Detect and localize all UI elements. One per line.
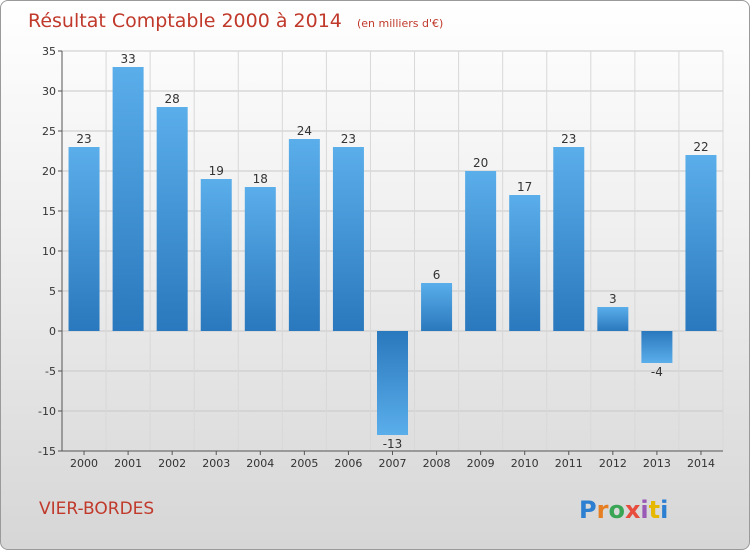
- chart-title: Résultat Comptable 2000 à 2014 (en milli…: [28, 10, 443, 32]
- y-tick-label: -15: [38, 445, 56, 458]
- y-tick-label: 0: [49, 325, 56, 338]
- y-tick-label: 20: [42, 165, 56, 178]
- brand-letter: r: [597, 496, 609, 524]
- x-tick-label: 2002: [158, 457, 186, 470]
- x-tick-label: 2010: [511, 457, 539, 470]
- bar-2002: [156, 107, 188, 331]
- place-name: VIER-BORDES: [39, 499, 154, 519]
- data-label-2003: 19: [209, 164, 224, 178]
- data-label-2002: 28: [165, 92, 180, 106]
- data-label-2006: 23: [341, 132, 356, 146]
- y-tick-label: 10: [42, 245, 56, 258]
- y-tick-label: 25: [42, 125, 56, 138]
- data-label-2007: -13: [383, 437, 403, 451]
- brand-logo-text: Proxiti: [579, 496, 668, 524]
- bar-2003: [200, 179, 232, 331]
- brand-letter: i: [660, 496, 668, 524]
- brand-letter: P: [579, 496, 597, 524]
- bar-2011: [553, 147, 585, 331]
- bar-layer: [68, 67, 717, 435]
- data-label-2014: 22: [693, 140, 708, 154]
- x-tick-label: 2006: [334, 457, 362, 470]
- data-label-2011: 23: [561, 132, 576, 146]
- data-label-2008: 6: [433, 268, 441, 282]
- y-tick-label: 15: [42, 205, 56, 218]
- bar-2004: [244, 187, 276, 331]
- data-label-2005: 24: [297, 124, 312, 138]
- bar-2007: [377, 331, 408, 435]
- data-label-2001: 33: [120, 52, 135, 66]
- x-tick-label: 2013: [643, 457, 671, 470]
- brand-letter: o: [608, 496, 625, 524]
- y-tick-label: 5: [49, 285, 56, 298]
- x-tick-label: 2011: [555, 457, 583, 470]
- x-tick-label: 2009: [467, 457, 495, 470]
- x-tick-label: 2005: [290, 457, 318, 470]
- data-label-2010: 17: [517, 180, 532, 194]
- brand-letter: i: [640, 496, 648, 524]
- bar-2001: [112, 67, 144, 331]
- x-tick-label: 2007: [379, 457, 407, 470]
- bar-2006: [332, 147, 364, 331]
- x-tick-label: 2001: [114, 457, 142, 470]
- x-tick-label: 2014: [687, 457, 715, 470]
- y-tick-label: -10: [38, 405, 56, 418]
- bar-2009: [465, 171, 497, 331]
- data-label-2013: -4: [651, 365, 663, 379]
- x-tick-label: 2004: [246, 457, 274, 470]
- bar-2014: [685, 155, 717, 331]
- bar-2005: [288, 139, 320, 331]
- bar-2010: [509, 195, 541, 331]
- x-tick-label: 2008: [423, 457, 451, 470]
- y-tick-label: -5: [45, 365, 56, 378]
- data-label-2009: 20: [473, 156, 488, 170]
- y-tick-label: 30: [42, 85, 56, 98]
- axis-layer: [58, 50, 723, 455]
- chart-title-main: Résultat Comptable 2000 à 2014: [28, 10, 342, 32]
- x-tick-label: 2000: [70, 457, 98, 470]
- brand-logo: Proxiti: [579, 496, 668, 524]
- bar-2012: [597, 307, 629, 331]
- brand-letter: t: [649, 496, 660, 524]
- data-label-2000: 23: [76, 132, 91, 146]
- brand-letter: x: [625, 496, 641, 524]
- y-tick-label: 35: [42, 45, 56, 58]
- x-tick-label: 2012: [599, 457, 627, 470]
- bar-2013: [641, 331, 673, 363]
- data-label-2012: 3: [609, 292, 617, 306]
- data-label-2004: 18: [253, 172, 268, 186]
- bar-2000: [68, 147, 100, 331]
- chart-subtitle: (en milliers d'€): [357, 17, 443, 30]
- bar-2008: [421, 283, 453, 331]
- x-tick-label: 2003: [202, 457, 230, 470]
- label-layer: 35 30 25 20 15 10 5 0 -5 -10 -15 23 2000 33 2001 28 2002…: [38, 45, 715, 470]
